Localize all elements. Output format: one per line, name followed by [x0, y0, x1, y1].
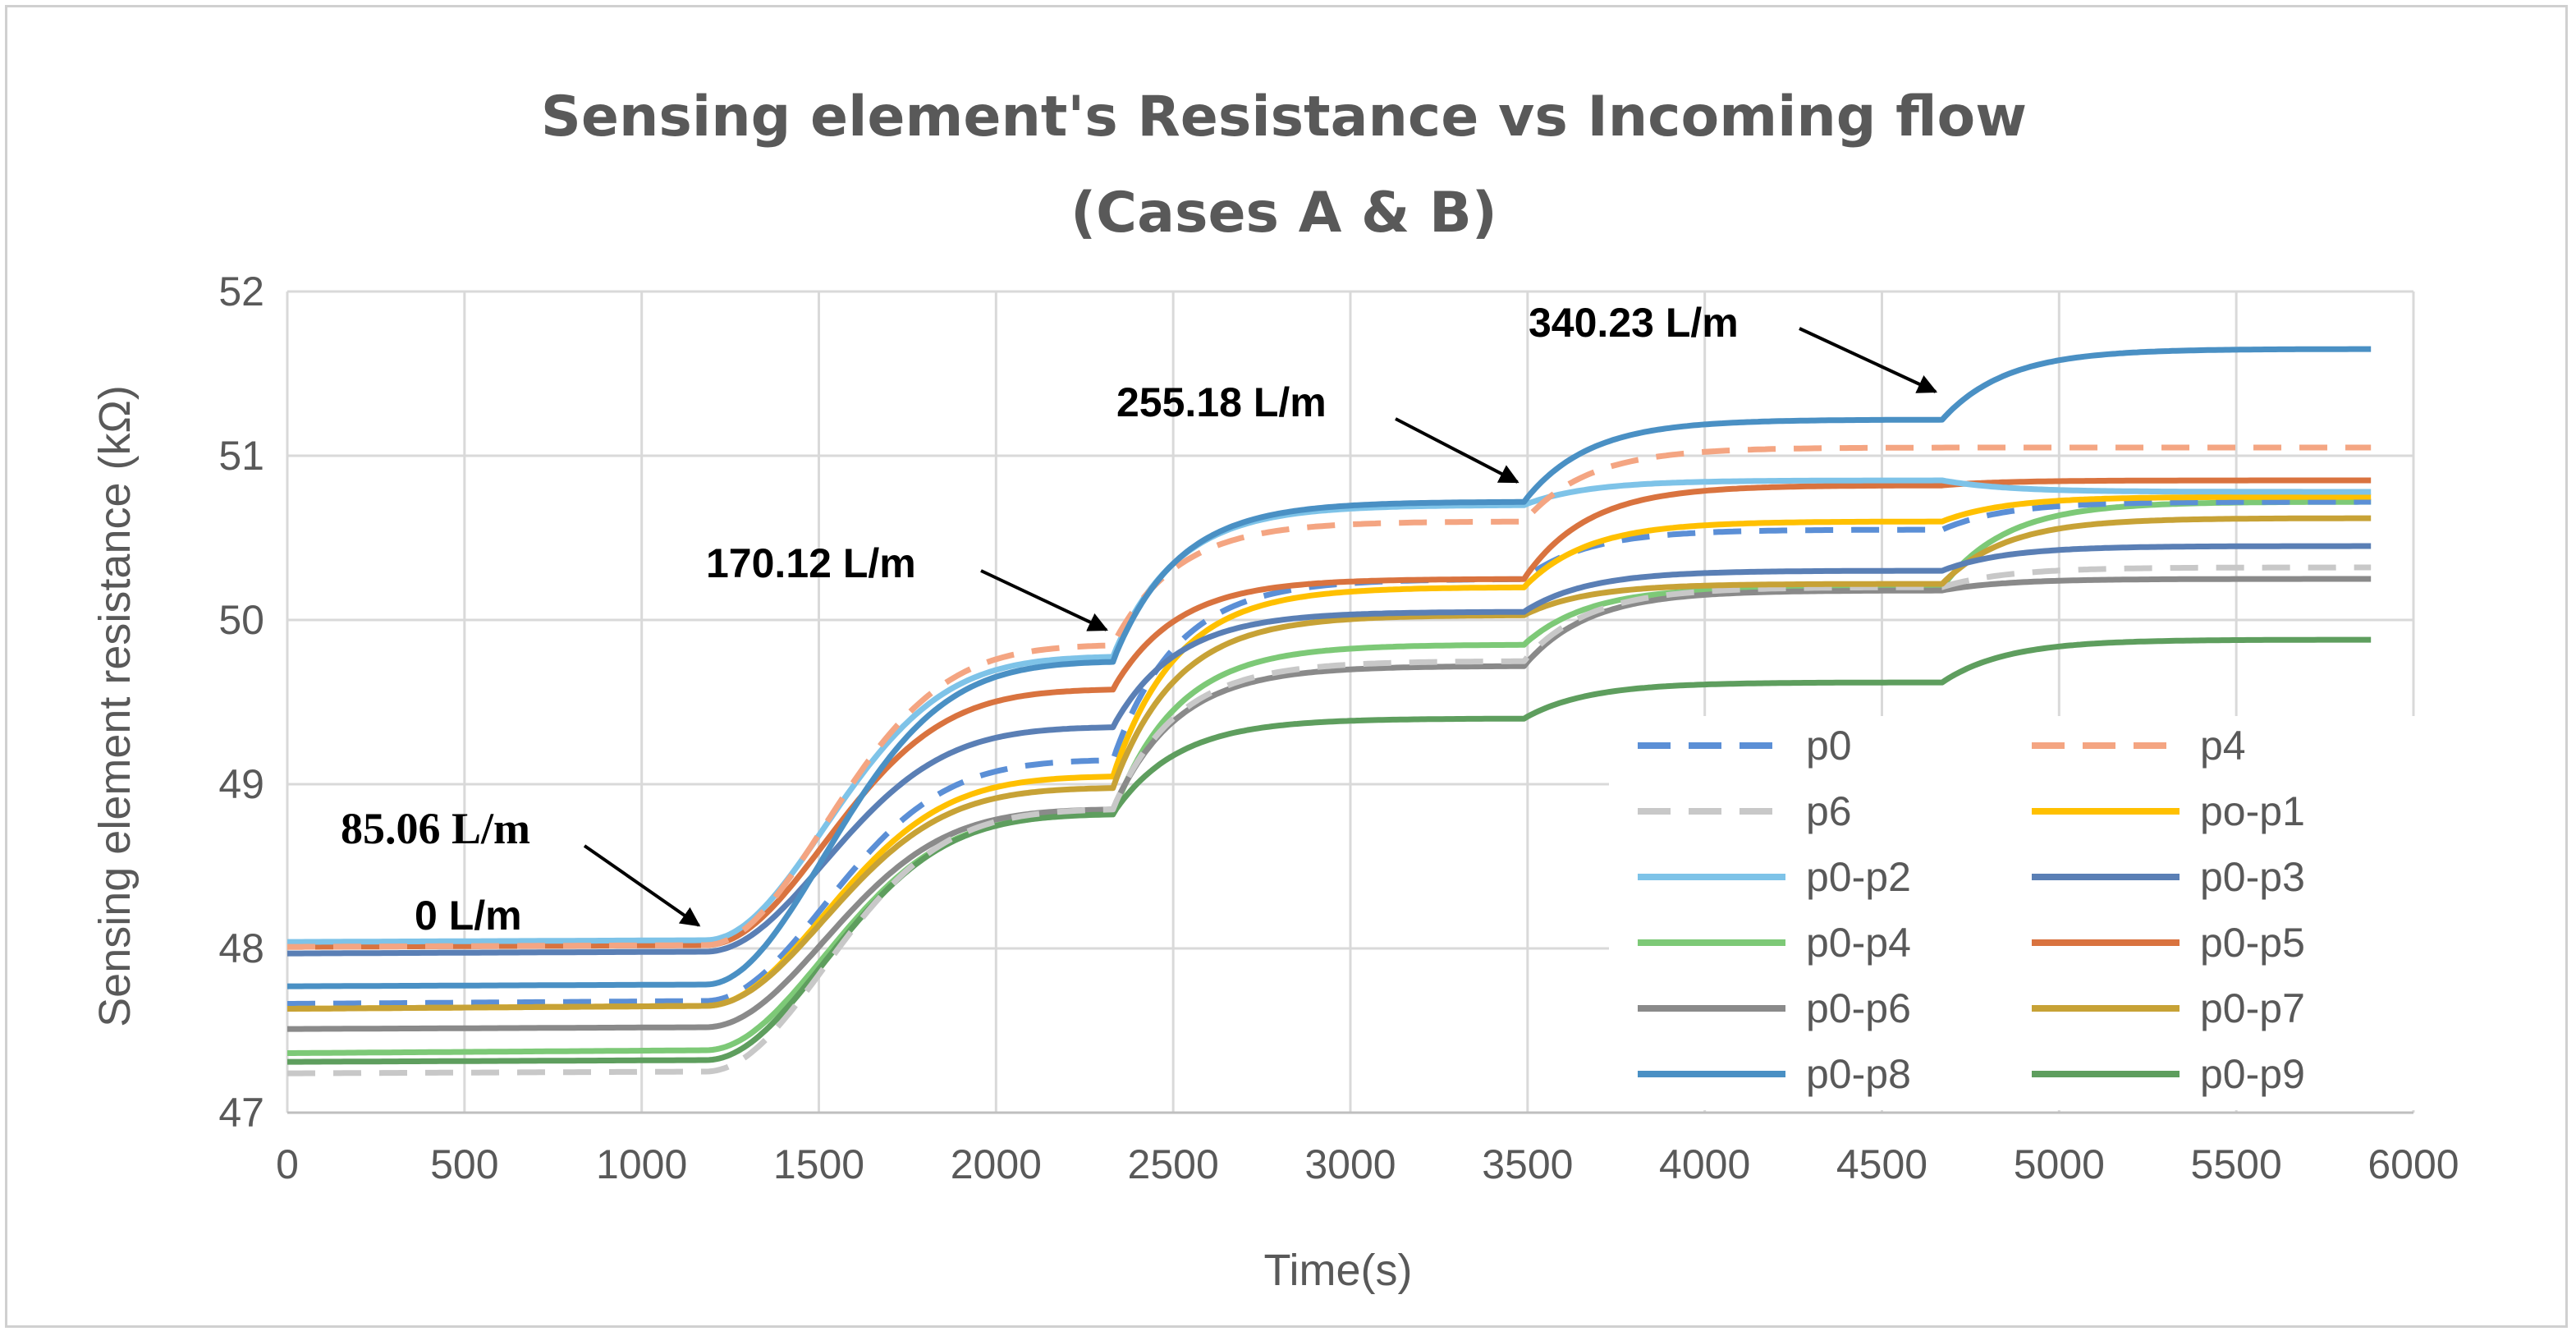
annotation-arrow	[1799, 327, 1938, 393]
flow-annotation: 0 L/m	[415, 893, 522, 939]
x-tick-label: 5500	[2191, 1141, 2282, 1187]
x-tick-label: 0	[276, 1141, 299, 1187]
y-tick-label: 51	[218, 433, 264, 479]
series-layer	[287, 346, 2372, 1077]
legend-label: p4	[2200, 723, 2246, 769]
chart-title-line2: (Cases A & B)	[1070, 181, 1497, 246]
x-tick-label: 3500	[1482, 1141, 1573, 1187]
x-tick-label: 4500	[1836, 1141, 1927, 1187]
x-tick-label: 3000	[1304, 1141, 1396, 1187]
y-axis-label: Sensing element resistance (kΩ)	[90, 385, 140, 1027]
series-line-p0-p9	[287, 636, 2372, 1065]
series-line-p0-p7	[287, 515, 2372, 1012]
series-line-p4	[287, 444, 2372, 950]
series-line-p6	[287, 564, 2372, 1077]
series-line-p0-p3	[287, 543, 2372, 957]
annotation-arrow	[980, 569, 1108, 631]
series-line-p0-p8	[287, 346, 2372, 989]
x-tick-label: 4000	[1659, 1141, 1750, 1187]
flow-annotation: 255.18 L/m	[1116, 379, 1327, 425]
y-tick-label: 48	[218, 925, 264, 971]
legend-label: p0-p2	[1806, 854, 1911, 900]
x-tick-labels: 0 500 1000 1500 2000 2500 3000 3500 4000 4500 5000…	[276, 1141, 2459, 1187]
legend-background	[1609, 716, 2422, 1110]
y-tick-labels: 47 48 49 50 51 52	[218, 269, 264, 1136]
legend-label: p0-p9	[2200, 1051, 2305, 1097]
x-axis-label: Time(s)	[1264, 1246, 1413, 1295]
x-tick-label: 2000	[951, 1141, 1042, 1187]
legend-label: p0-p3	[2200, 854, 2305, 900]
annotation-arrow	[583, 844, 701, 927]
legend-label: p0-p8	[1806, 1051, 1911, 1097]
x-tick-label: 6000	[2367, 1141, 2459, 1187]
legend-label: p0-p6	[1806, 985, 1911, 1031]
legend-label: p0-p5	[2200, 920, 2305, 966]
legend-label: po-p1	[2200, 788, 2305, 834]
legend: p0 p4 p6 po-p1 p0-p2 p0-p3 p0-p4 p0-p5 p0-p6 p0-p…	[1609, 716, 2422, 1110]
x-tick-label: 1000	[596, 1141, 687, 1187]
series-line-p0-p6	[287, 576, 2372, 1032]
flow-annotation: 340.23 L/m	[1529, 300, 1739, 346]
y-tick-label: 47	[218, 1090, 264, 1136]
x-tick-label: 2500	[1128, 1141, 1219, 1187]
flow-annotation: 170.12 L/m	[706, 540, 916, 586]
y-tick-label: 52	[218, 269, 264, 314]
annotation-arrow	[1395, 417, 1519, 484]
annotations: 0 L/m 85.06 L/m 170.12 L/m 255.18 L/m 340.23…	[341, 300, 1938, 939]
flow-annotation: 85.06 L/m	[341, 804, 530, 853]
x-tick-label: 1500	[773, 1141, 864, 1187]
y-tick-label: 50	[218, 597, 264, 643]
series-line-p0-p2	[287, 477, 2372, 945]
y-tick-label: 49	[218, 761, 264, 807]
chart-title-line1: Sensing element's Resistance vs Incoming…	[541, 85, 2027, 149]
legend-label: p0-p4	[1806, 920, 1911, 966]
x-tick-label: 500	[430, 1141, 498, 1187]
legend-label: p0-p7	[2200, 985, 2305, 1031]
series-line-p0-p4	[287, 498, 2372, 1056]
x-tick-label: 5000	[2014, 1141, 2105, 1187]
legend-label: p0	[1806, 723, 1852, 769]
legend-label: p6	[1806, 788, 1852, 834]
